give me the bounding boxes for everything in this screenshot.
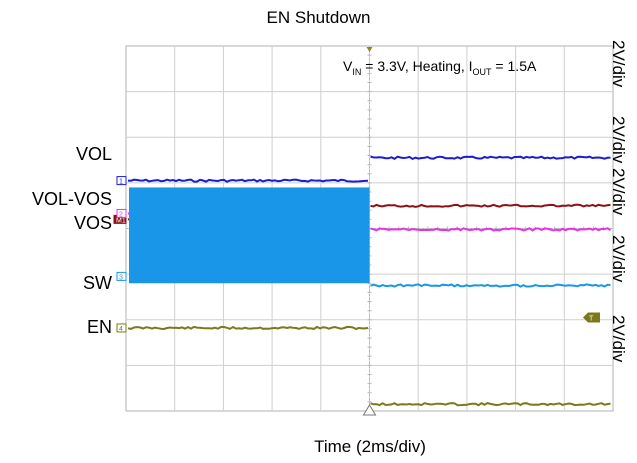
channel-marker-0	[116, 176, 127, 186]
scale-en: 2V/div	[609, 315, 628, 363]
trace-en-after	[370, 402, 611, 407]
channel-marker-label-2: 2	[119, 211, 123, 218]
trace-sw-switching	[129, 187, 370, 284]
trigger-position-bottom	[362, 404, 377, 416]
channel-marker-4	[116, 323, 127, 333]
label-vol: VOL	[75, 144, 112, 164]
trace-en-before	[127, 325, 369, 331]
channel-marker-label-4: 4	[119, 326, 123, 333]
vin-value: 3.3V	[377, 58, 405, 74]
iout-value: 1.5A	[507, 58, 537, 74]
channel-markers: 1 M12 3 4 T	[113, 47, 600, 416]
scope-traces	[127, 155, 612, 407]
scale-sw: 2V/div	[609, 235, 628, 283]
label-vol-vos: VOL-VOS	[31, 189, 112, 209]
trigger-position-top	[366, 47, 373, 52]
trace-vos-after	[370, 227, 612, 232]
scale-vol: 2V/div	[609, 40, 628, 88]
trace-vol-vos-after	[370, 203, 611, 208]
chart-title: EN Shutdown	[266, 8, 371, 27]
scale-vos: 2V/div	[609, 168, 628, 216]
trace-sw-after	[370, 283, 611, 288]
trace-vol-before	[127, 178, 369, 183]
channel-marker-3	[116, 271, 127, 281]
x-axis-label: Time (2ms/div)	[314, 437, 426, 456]
trigger-level-marker	[583, 312, 600, 323]
test-conditions: VIN = 3.3V, Heating, IOUT = 1.5A	[343, 58, 537, 77]
label-en: EN	[86, 317, 112, 337]
trace-vol-after	[370, 155, 611, 161]
channel-marker-label-0: 1	[119, 179, 123, 186]
label-vos: VOS	[73, 213, 112, 233]
channel-marker-label-1: M1	[116, 217, 126, 224]
label-sw: SW	[83, 273, 112, 293]
channel-marker-label-3: 3	[119, 274, 123, 281]
trigger-level-label: T	[589, 315, 594, 322]
load-text: Heating	[412, 58, 461, 74]
scale-vol-vos: 2V/div	[609, 116, 628, 164]
channel-marker-2	[116, 208, 127, 218]
